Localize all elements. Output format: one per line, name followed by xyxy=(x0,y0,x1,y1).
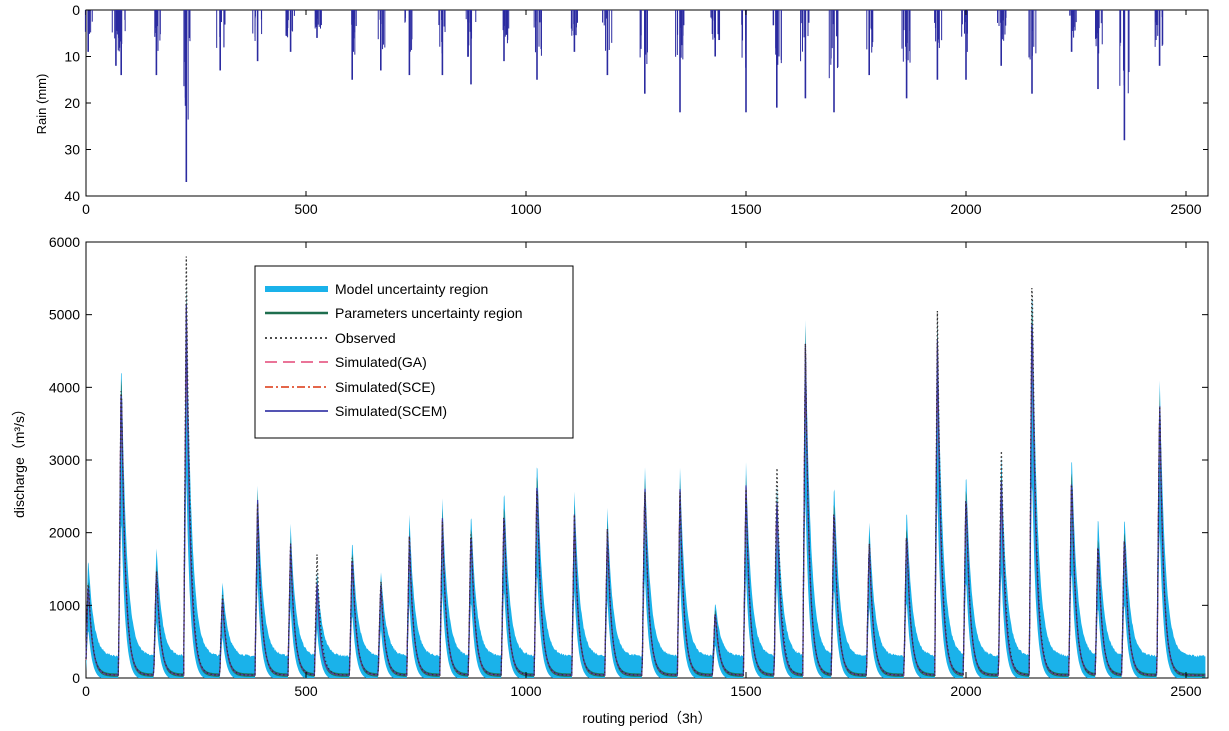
rain-event-24 xyxy=(828,10,839,113)
discharge-x-tick-label: 0 xyxy=(82,683,90,699)
discharge-x-tick-label: 2500 xyxy=(1170,683,1201,699)
rain-event-30 xyxy=(1028,10,1037,94)
rain-event-29 xyxy=(997,10,1007,66)
rain-event-19 xyxy=(675,10,685,113)
discharge-x-axis-label: routing period（3h） xyxy=(582,710,711,726)
discharge-y-tick-label: 4000 xyxy=(49,379,80,395)
discharge-x-tick-label: 1000 xyxy=(510,683,541,699)
rain-event-32 xyxy=(1095,10,1103,90)
rain-event-4 xyxy=(183,10,191,183)
legend-label-scem: Simulated(SCEM) xyxy=(335,403,447,419)
rain-event-26 xyxy=(901,10,911,99)
rain-x-tick-label: 2500 xyxy=(1170,201,1201,217)
discharge-y-ticks: 0 1000 2000 3000 4000 5000 6000 xyxy=(49,234,1208,686)
legend-label-observed: Observed xyxy=(335,330,396,346)
observed-series xyxy=(85,256,1206,677)
legend-label-ga: Simulated(GA) xyxy=(335,354,427,370)
rain-event-11 xyxy=(404,10,413,76)
rain-x-ticks: 0 500 1000 1500 2000 2500 xyxy=(82,10,1202,217)
rain-event-13 xyxy=(465,10,477,85)
discharge-x-ticks: 0 500 1000 1500 2000 2500 xyxy=(82,242,1202,699)
observed-line xyxy=(85,256,1206,677)
legend-box xyxy=(254,265,574,439)
rain-x-tick-label: 1500 xyxy=(730,201,761,217)
discharge-y-tick-label: 3000 xyxy=(49,452,80,468)
model-uncertainty-band xyxy=(86,282,1206,678)
rain-event-14 xyxy=(502,10,510,62)
discharge-y-tick-label: 2000 xyxy=(49,525,80,541)
discharge-y-tick-label: 5000 xyxy=(49,307,80,323)
rain-x-tick-label: 2000 xyxy=(950,201,981,217)
rain-y-tick-label: 10 xyxy=(64,49,80,65)
rain-y-tick-label: 30 xyxy=(64,142,80,158)
rain-event-12 xyxy=(438,10,446,76)
rain-event-33 xyxy=(1119,10,1130,141)
discharge-y-tick-label: 1000 xyxy=(49,597,80,613)
discharge-x-tick-label: 1500 xyxy=(730,683,761,699)
rain-event-17 xyxy=(602,10,613,76)
rain-y-tick-label: 20 xyxy=(64,95,80,111)
discharge-y-tick-label: 0 xyxy=(72,670,80,686)
rain-event-6 xyxy=(252,10,263,62)
discharge-x-tick-label: 2000 xyxy=(950,683,981,699)
discharge-panel: 0 500 1000 1500 2000 2500 0 1000 2000 3000 4000 50… xyxy=(11,234,1209,726)
rain-x-tick-label: 0 xyxy=(82,201,90,217)
rain-bars xyxy=(84,10,1164,183)
rain-y-tick-label: 0 xyxy=(72,2,80,18)
rain-event-18 xyxy=(639,10,648,94)
rain-event-2 xyxy=(116,10,126,76)
discharge-y-axis-label: discharge（m³/s） xyxy=(11,402,27,518)
rain-panel: 0 500 1000 1500 2000 2500 0 10 20 30 40 Rain (mm) xyxy=(34,2,1209,217)
rain-event-0 xyxy=(84,10,93,52)
rain-event-7 xyxy=(285,10,295,52)
rain-event-3 xyxy=(154,10,161,76)
rain-event-15 xyxy=(533,10,542,80)
rain-event-10 xyxy=(377,10,386,71)
rain-event-9 xyxy=(351,10,357,80)
legend-label-model: Model uncertainty region xyxy=(335,281,488,297)
rain-event-28 xyxy=(961,10,968,80)
legend-label-parameters: Parameters uncertainty region xyxy=(335,305,523,321)
legend: Model uncertainty region Parameters unce… xyxy=(254,265,574,439)
rain-event-20 xyxy=(710,10,721,57)
rain-x-tick-label: 500 xyxy=(294,201,318,217)
discharge-x-tick-label: 500 xyxy=(294,683,318,699)
model-uncertainty-region xyxy=(86,282,1206,678)
rain-event-27 xyxy=(934,10,943,80)
rain-y-tick-label: 40 xyxy=(64,188,80,204)
rain-event-23 xyxy=(800,10,810,99)
rain-y-ticks: 0 10 20 30 40 xyxy=(64,2,1208,204)
discharge-y-tick-label: 6000 xyxy=(49,234,80,250)
rain-event-22 xyxy=(772,10,782,108)
rain-event-34 xyxy=(1154,10,1164,66)
rain-event-31 xyxy=(1069,10,1077,52)
rain-x-tick-label: 1000 xyxy=(510,201,541,217)
rain-event-8 xyxy=(314,10,322,38)
rain-event-5 xyxy=(216,10,226,71)
rain-event-25 xyxy=(866,10,874,76)
legend-label-sce: Simulated(SCE) xyxy=(335,379,435,395)
rain-event-16 xyxy=(570,10,579,52)
rain-y-axis-label: Rain (mm) xyxy=(34,74,49,135)
